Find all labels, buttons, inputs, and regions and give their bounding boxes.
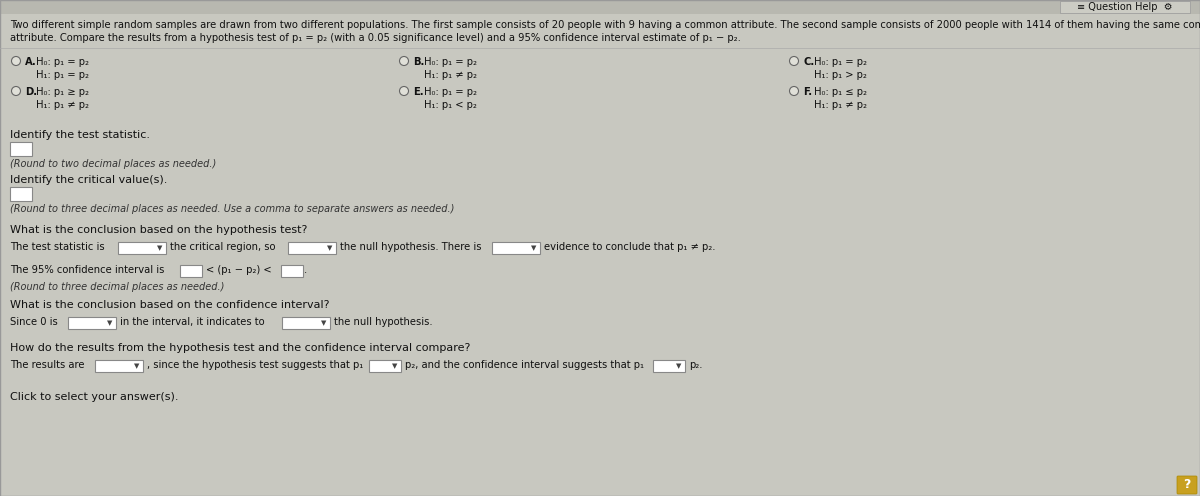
Text: The results are: The results are (10, 360, 84, 370)
Text: ▼: ▼ (322, 320, 326, 326)
Text: H₁: p₁ ≠ p₂: H₁: p₁ ≠ p₂ (36, 100, 89, 110)
FancyBboxPatch shape (281, 265, 302, 277)
Text: ▼: ▼ (107, 320, 113, 326)
Text: ▼: ▼ (677, 363, 682, 369)
FancyBboxPatch shape (1060, 1, 1190, 13)
Text: H₀: p₁ ≥ p₂: H₀: p₁ ≥ p₂ (36, 87, 89, 97)
Text: B.: B. (413, 57, 425, 67)
Text: attribute. Compare the results from a hypothesis test of p₁ = p₂ (with a 0.05 si: attribute. Compare the results from a hy… (10, 33, 740, 43)
Text: (Round to two decimal places as needed.): (Round to two decimal places as needed.) (10, 159, 216, 169)
Text: the null hypothesis. There is: the null hypothesis. There is (340, 242, 481, 252)
Circle shape (400, 86, 408, 96)
FancyBboxPatch shape (180, 265, 202, 277)
FancyBboxPatch shape (10, 187, 32, 201)
Text: The 95% confidence interval is: The 95% confidence interval is (10, 265, 164, 275)
FancyBboxPatch shape (370, 360, 401, 372)
FancyBboxPatch shape (288, 242, 336, 254)
Text: What is the conclusion based on the confidence interval?: What is the conclusion based on the conf… (10, 300, 330, 310)
FancyBboxPatch shape (492, 242, 540, 254)
FancyBboxPatch shape (653, 360, 685, 372)
Text: C.: C. (803, 57, 815, 67)
Text: D.: D. (25, 87, 37, 97)
Text: The test statistic is: The test statistic is (10, 242, 104, 252)
Text: Since 0 is: Since 0 is (10, 317, 58, 327)
Text: evidence to conclude that p₁ ≠ p₂.: evidence to conclude that p₁ ≠ p₂. (544, 242, 715, 252)
Text: ▼: ▼ (157, 245, 163, 251)
Text: ?: ? (1183, 479, 1190, 492)
Text: < (p₁ − p₂) <: < (p₁ − p₂) < (206, 265, 271, 275)
FancyBboxPatch shape (10, 142, 32, 156)
Circle shape (12, 57, 20, 65)
Text: (Round to three decimal places as needed. Use a comma to separate answers as nee: (Round to three decimal places as needed… (10, 204, 455, 214)
Text: in the interval, it indicates to: in the interval, it indicates to (120, 317, 265, 327)
Text: H₀: p₁ = p₂: H₀: p₁ = p₂ (814, 57, 866, 67)
FancyBboxPatch shape (282, 317, 330, 329)
FancyBboxPatch shape (68, 317, 116, 329)
Text: H₁: p₁ ≠ p₂: H₁: p₁ ≠ p₂ (424, 70, 478, 80)
Circle shape (400, 57, 408, 65)
Text: , since the hypothesis test suggests that p₁: , since the hypothesis test suggests tha… (148, 360, 364, 370)
Text: H₀: p₁ = p₂: H₀: p₁ = p₂ (424, 57, 478, 67)
Text: (Round to three decimal places as needed.): (Round to three decimal places as needed… (10, 282, 224, 292)
Text: H₀: p₁ = p₂: H₀: p₁ = p₂ (424, 87, 478, 97)
FancyBboxPatch shape (118, 242, 166, 254)
Text: Identify the critical value(s).: Identify the critical value(s). (10, 175, 167, 185)
Text: ▼: ▼ (392, 363, 397, 369)
Text: How do the results from the hypothesis test and the confidence interval compare?: How do the results from the hypothesis t… (10, 343, 470, 353)
Text: E.: E. (413, 87, 424, 97)
Text: H₁: p₁ ≠ p₂: H₁: p₁ ≠ p₂ (814, 100, 866, 110)
Text: Click to select your answer(s).: Click to select your answer(s). (10, 392, 179, 402)
Text: Identify the test statistic.: Identify the test statistic. (10, 130, 150, 140)
Text: p₂, and the confidence interval suggests that p₁: p₂, and the confidence interval suggests… (406, 360, 644, 370)
Text: Two different simple random samples are drawn from two different populations. Th: Two different simple random samples are … (10, 20, 1200, 30)
Text: H₁: p₁ = p₂: H₁: p₁ = p₂ (36, 70, 89, 80)
Text: .: . (304, 265, 307, 275)
Text: A.: A. (25, 57, 37, 67)
Text: H₁: p₁ > p₂: H₁: p₁ > p₂ (814, 70, 866, 80)
Circle shape (12, 86, 20, 96)
Circle shape (790, 57, 798, 65)
FancyBboxPatch shape (0, 0, 1200, 14)
Circle shape (790, 86, 798, 96)
Text: ≡ Question Help  ⚙: ≡ Question Help ⚙ (1078, 2, 1172, 12)
Text: the critical region, so: the critical region, so (170, 242, 276, 252)
Text: ▼: ▼ (134, 363, 139, 369)
Text: What is the conclusion based on the hypothesis test?: What is the conclusion based on the hypo… (10, 225, 307, 235)
Text: ▼: ▼ (532, 245, 536, 251)
Text: the null hypothesis.: the null hypothesis. (334, 317, 433, 327)
FancyBboxPatch shape (1177, 476, 1198, 494)
Text: H₁: p₁ < p₂: H₁: p₁ < p₂ (424, 100, 476, 110)
Text: p₂.: p₂. (689, 360, 702, 370)
FancyBboxPatch shape (95, 360, 143, 372)
Text: H₀: p₁ ≤ p₂: H₀: p₁ ≤ p₂ (814, 87, 866, 97)
Text: ▼: ▼ (328, 245, 332, 251)
Text: F.: F. (803, 87, 812, 97)
Text: H₀: p₁ = p₂: H₀: p₁ = p₂ (36, 57, 89, 67)
